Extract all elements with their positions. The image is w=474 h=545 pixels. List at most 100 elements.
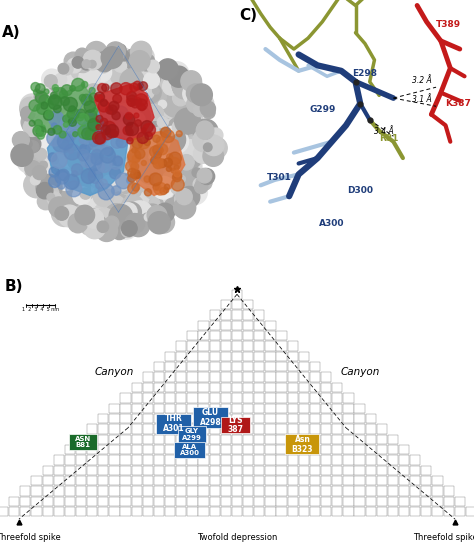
- Circle shape: [84, 217, 105, 239]
- Circle shape: [99, 208, 124, 232]
- Bar: [232, 434, 242, 444]
- Circle shape: [83, 120, 98, 136]
- Circle shape: [30, 132, 38, 141]
- Bar: [276, 507, 287, 517]
- Circle shape: [113, 168, 137, 191]
- Circle shape: [114, 104, 140, 129]
- Circle shape: [132, 137, 141, 146]
- Circle shape: [37, 132, 45, 139]
- Circle shape: [57, 191, 63, 197]
- Bar: [276, 362, 287, 372]
- Circle shape: [112, 206, 129, 222]
- Bar: [143, 455, 153, 465]
- Bar: [310, 465, 320, 475]
- Circle shape: [155, 159, 163, 168]
- Circle shape: [194, 180, 208, 193]
- Circle shape: [127, 219, 142, 234]
- Circle shape: [203, 146, 224, 166]
- Bar: [176, 372, 186, 382]
- Circle shape: [154, 175, 162, 184]
- Circle shape: [99, 179, 107, 187]
- Circle shape: [156, 69, 179, 91]
- Circle shape: [103, 212, 117, 226]
- Bar: [210, 496, 220, 506]
- Bar: [165, 465, 175, 475]
- Bar: [232, 424, 242, 434]
- Circle shape: [68, 118, 76, 126]
- Bar: [388, 445, 398, 455]
- Circle shape: [165, 62, 189, 86]
- Circle shape: [110, 129, 123, 142]
- Circle shape: [128, 133, 138, 143]
- Circle shape: [118, 133, 132, 147]
- Text: 3.4 Å: 3.4 Å: [374, 126, 394, 136]
- Circle shape: [82, 116, 102, 137]
- Bar: [221, 507, 231, 517]
- Bar: [120, 465, 131, 475]
- Circle shape: [139, 166, 153, 180]
- Circle shape: [35, 119, 59, 143]
- Circle shape: [130, 131, 140, 142]
- Bar: [176, 496, 186, 506]
- Circle shape: [122, 58, 145, 81]
- Circle shape: [173, 81, 189, 96]
- Circle shape: [128, 174, 136, 182]
- Bar: [221, 434, 231, 444]
- Circle shape: [104, 84, 128, 108]
- Circle shape: [58, 181, 65, 189]
- Bar: [87, 507, 97, 517]
- Bar: [87, 455, 97, 465]
- Bar: [265, 445, 275, 455]
- Circle shape: [45, 199, 53, 207]
- Circle shape: [64, 122, 68, 127]
- Circle shape: [127, 129, 133, 136]
- Circle shape: [111, 83, 122, 94]
- Bar: [43, 507, 53, 517]
- Circle shape: [151, 163, 158, 170]
- Circle shape: [95, 58, 102, 64]
- Circle shape: [67, 152, 85, 169]
- Bar: [187, 507, 198, 517]
- Circle shape: [131, 41, 152, 62]
- Bar: [377, 455, 387, 465]
- Circle shape: [209, 128, 223, 142]
- Bar: [265, 455, 275, 465]
- Circle shape: [166, 65, 175, 74]
- Bar: [65, 465, 75, 475]
- Circle shape: [100, 58, 110, 68]
- Circle shape: [114, 134, 122, 141]
- Circle shape: [144, 105, 155, 115]
- Bar: [243, 465, 253, 475]
- Circle shape: [58, 63, 69, 74]
- Bar: [210, 352, 220, 361]
- Bar: [199, 393, 209, 403]
- Circle shape: [100, 103, 124, 126]
- Circle shape: [26, 138, 40, 153]
- Circle shape: [41, 102, 48, 109]
- Circle shape: [177, 167, 200, 190]
- Circle shape: [46, 181, 56, 191]
- Bar: [154, 434, 164, 444]
- Circle shape: [45, 180, 63, 198]
- Circle shape: [109, 100, 134, 124]
- Circle shape: [120, 138, 140, 157]
- Circle shape: [97, 140, 118, 161]
- Circle shape: [107, 114, 131, 139]
- Circle shape: [42, 88, 68, 113]
- Bar: [65, 445, 75, 455]
- Bar: [232, 289, 242, 299]
- Circle shape: [109, 47, 134, 72]
- Circle shape: [96, 220, 118, 241]
- Bar: [178, 426, 206, 443]
- Circle shape: [135, 152, 148, 166]
- Circle shape: [18, 148, 27, 158]
- Circle shape: [95, 104, 110, 119]
- Bar: [232, 496, 242, 506]
- Bar: [321, 393, 331, 403]
- Circle shape: [99, 112, 107, 120]
- Circle shape: [75, 169, 92, 186]
- Circle shape: [150, 127, 169, 146]
- Bar: [176, 403, 186, 413]
- Circle shape: [81, 58, 92, 70]
- Circle shape: [81, 169, 96, 184]
